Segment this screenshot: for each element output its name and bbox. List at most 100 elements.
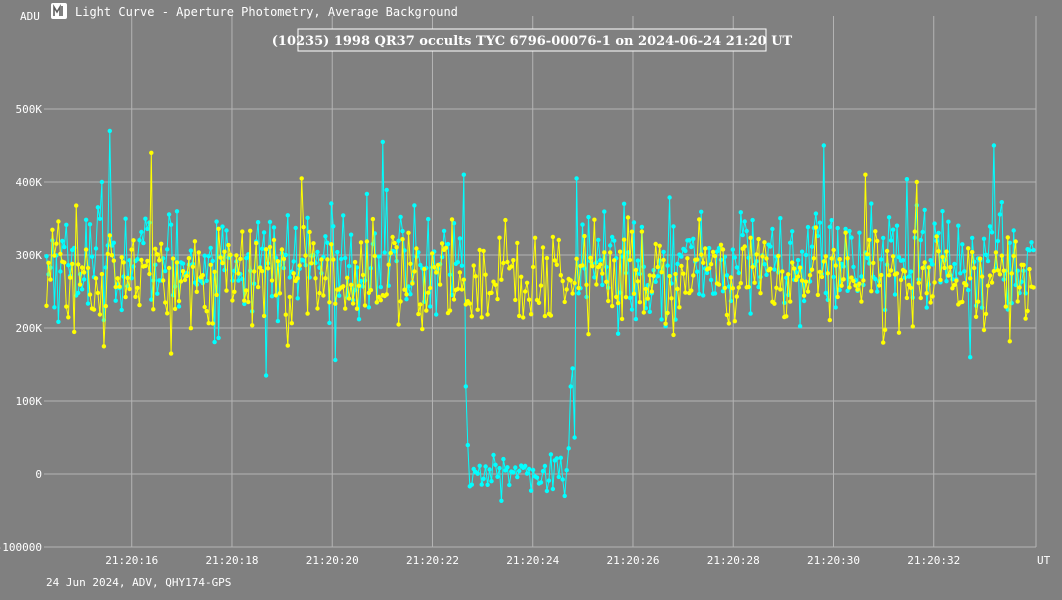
data-point (275, 318, 281, 324)
data-point (679, 254, 684, 259)
data-point (843, 230, 848, 235)
app-icon[interactable] (51, 3, 67, 19)
data-point (297, 263, 302, 268)
data-point (426, 290, 431, 295)
data-point (1023, 291, 1028, 296)
data-point (313, 260, 318, 266)
data-point (192, 239, 198, 244)
data-point (483, 464, 488, 469)
data-point (244, 288, 249, 293)
data-point (166, 212, 172, 217)
data-point (451, 297, 457, 302)
data-point (995, 238, 1001, 244)
data-point (523, 463, 528, 469)
data-point (252, 269, 257, 274)
data-point (366, 305, 372, 310)
data-point (946, 273, 951, 278)
data-point (206, 321, 211, 326)
data-point (985, 283, 991, 288)
y-tick-label: 300K (16, 249, 43, 262)
data-point (633, 267, 639, 273)
data-point (337, 293, 342, 298)
data-point (402, 287, 407, 292)
data-point (774, 285, 779, 290)
data-point (588, 255, 593, 260)
data-point (635, 258, 641, 263)
data-point (163, 268, 168, 274)
data-point (748, 311, 753, 316)
data-point (93, 246, 99, 251)
data-point (610, 303, 615, 309)
data-point (869, 201, 874, 206)
data-point (746, 284, 751, 290)
data-point (970, 235, 975, 241)
data-point (368, 287, 374, 293)
data-point (606, 298, 611, 304)
data-point (406, 230, 411, 235)
data-point (66, 315, 71, 320)
data-point (487, 467, 492, 472)
data-point (267, 219, 273, 225)
data-point (398, 299, 403, 304)
data-point (44, 303, 49, 308)
data-point (519, 274, 524, 279)
y-tick-label: 100K (16, 395, 43, 408)
data-point (792, 266, 797, 271)
data-point (831, 247, 836, 253)
data-point (236, 278, 241, 283)
data-point (722, 285, 728, 291)
data-point (376, 294, 381, 300)
data-point (675, 286, 680, 292)
data-point (168, 222, 174, 227)
data-point (226, 242, 231, 248)
data-point (900, 258, 906, 263)
data-point (732, 319, 737, 324)
data-point (760, 254, 765, 259)
data-point (649, 289, 654, 294)
window-title: Light Curve - Aperture Photometry, Avera… (75, 5, 458, 19)
data-point (398, 214, 403, 220)
data-point (962, 269, 967, 274)
data-point (392, 240, 397, 246)
data-point (528, 488, 534, 493)
data-point (797, 265, 803, 270)
data-point (430, 251, 435, 256)
data-point (461, 172, 466, 177)
data-point (212, 339, 217, 345)
data-point (307, 229, 312, 235)
data-point (736, 270, 741, 276)
data-point (331, 224, 336, 229)
data-point (896, 255, 902, 260)
data-point (734, 294, 739, 299)
data-point (560, 477, 565, 482)
data-point (113, 284, 118, 290)
data-point (259, 246, 265, 251)
data-point (552, 258, 557, 263)
data-point (940, 254, 945, 260)
data-point (443, 245, 449, 250)
data-point (188, 248, 194, 253)
data-point (681, 271, 686, 276)
data-point (360, 284, 366, 289)
data-point (908, 269, 914, 274)
data-point (699, 252, 704, 257)
data-point (879, 257, 884, 262)
data-point (48, 277, 53, 282)
data-point (586, 214, 591, 220)
data-point (610, 234, 615, 240)
data-point (416, 311, 421, 317)
data-point (827, 224, 832, 230)
data-point (343, 255, 348, 261)
data-point (119, 307, 124, 313)
data-point (718, 242, 724, 247)
data-point (507, 482, 512, 488)
data-point (968, 355, 973, 360)
data-point (501, 456, 506, 462)
data-point (155, 291, 160, 296)
data-point (85, 265, 91, 271)
data-point (724, 273, 730, 278)
data-point (691, 273, 696, 278)
data-point (172, 306, 178, 312)
y-tick-label: 400K (16, 176, 43, 189)
data-point (139, 229, 144, 235)
